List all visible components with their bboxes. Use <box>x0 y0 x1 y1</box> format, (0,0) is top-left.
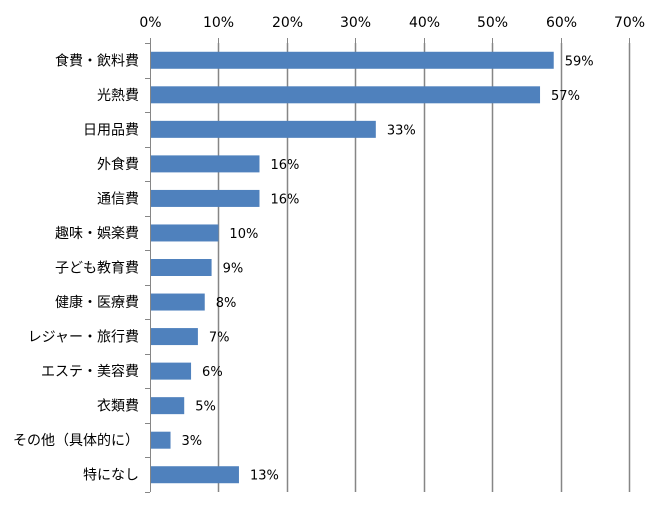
category-label-5: 趣味・娯楽費 <box>55 226 139 242</box>
gridlines <box>145 38 631 493</box>
x-tick-label-60: 60% <box>546 15 577 31</box>
value-label-11: 3% <box>182 434 203 449</box>
category-label-1: 光熱費 <box>97 88 139 104</box>
value-label-12: 13% <box>250 469 279 484</box>
category-label-4: 通信費 <box>97 191 139 207</box>
category-label-6: 子ども教育費 <box>55 261 139 277</box>
x-tick-labels: 0% 10% 20% 30% 40% 50% 60% 70% <box>139 15 645 31</box>
category-label-9: エステ・美容費 <box>41 363 139 380</box>
value-label-7: 8% <box>216 296 237 311</box>
value-label-10: 5% <box>195 400 216 415</box>
value-label-6: 9% <box>223 262 244 277</box>
category-label-7: 健康・医療費 <box>55 294 139 311</box>
bar-3 <box>151 155 260 173</box>
value-label-5: 10% <box>229 227 258 242</box>
value-label-8: 7% <box>209 331 230 346</box>
category-label-0: 食費・飲料費 <box>55 52 139 69</box>
value-label-2: 33% <box>387 123 416 138</box>
category-label-12: 特になし <box>83 468 139 484</box>
category-label-3: 外食費 <box>97 156 139 173</box>
category-label-10: 衣類費 <box>97 399 139 415</box>
bar-6 <box>151 259 212 276</box>
bar-0 <box>151 51 554 69</box>
category-labels: 食費・飲料費光熱費日用品費外食費通信費趣味・娯楽費子ども教育費健康・医療費レジャ… <box>13 52 139 483</box>
x-tick-label-0: 0% <box>139 15 161 31</box>
bar-10 <box>151 397 185 415</box>
bar-9 <box>151 362 192 380</box>
value-label-4: 16% <box>270 192 299 207</box>
value-label-9: 6% <box>202 365 223 380</box>
x-tick-label-30: 30% <box>340 15 371 31</box>
category-label-2: 日用品費 <box>83 122 139 138</box>
x-tick-label-50: 50% <box>477 15 508 31</box>
bar-5 <box>151 224 219 242</box>
bar-7 <box>151 293 205 311</box>
value-label-0: 59% <box>565 54 594 69</box>
bar-12 <box>151 466 239 484</box>
bars <box>151 51 554 484</box>
value-label-3: 16% <box>270 158 299 173</box>
x-tick-label-20: 20% <box>272 15 303 31</box>
x-tick-label-10: 10% <box>203 15 234 31</box>
bar-8 <box>151 328 198 346</box>
bar-11 <box>151 431 171 449</box>
value-labels: 59% 57% 33% 16% 16% 10% 9% 8% 7% 6% 5% 3% 13% <box>182 54 594 483</box>
category-label-11: その他（具体的に） <box>13 433 139 449</box>
x-tick-label-40: 40% <box>409 15 440 31</box>
category-label-8: レジャー・旅行費 <box>28 330 139 346</box>
bar-4 <box>151 189 260 207</box>
x-tick-label-70: 70% <box>614 15 645 31</box>
bar-2 <box>151 120 376 138</box>
value-label-1: 57% <box>551 89 580 104</box>
bar-1 <box>151 86 541 104</box>
